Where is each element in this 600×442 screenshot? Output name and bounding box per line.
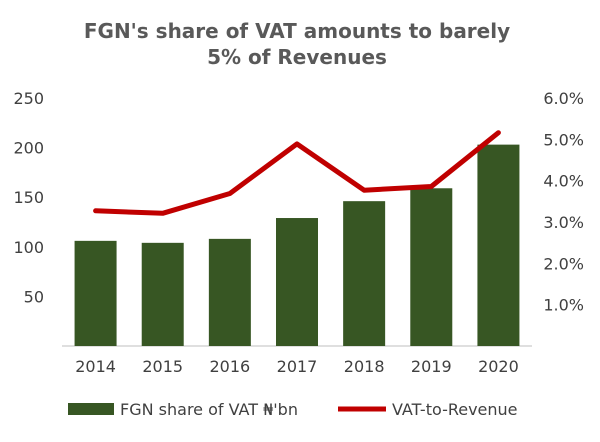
x-tick-label: 2015: [142, 357, 183, 376]
bar-2017: [276, 218, 318, 346]
bar-2018: [343, 201, 386, 346]
y-right-tick-label: 1.0%: [543, 296, 584, 315]
y-left-tick-label: 100: [13, 238, 44, 257]
bar-2015: [141, 242, 184, 346]
x-tick-label: 2014: [75, 357, 116, 376]
chart-title-line-2: 5% of Revenues: [207, 45, 387, 69]
x-tick-label: 2019: [411, 357, 452, 376]
y-left-tick-label: 50: [24, 287, 44, 306]
y-right-tick-label: 5.0%: [543, 130, 584, 149]
bar-2016: [208, 238, 251, 346]
y-left-tick-label: 200: [13, 139, 44, 158]
y-right-tick-label: 6.0%: [543, 89, 584, 108]
x-tick-label: 2020: [478, 357, 519, 376]
bar-2020: [477, 144, 520, 346]
y-right-tick-label: 4.0%: [543, 172, 584, 191]
chart-title-line-1: FGN's share of VAT amounts to barely: [84, 19, 510, 43]
bar-2014: [74, 240, 117, 346]
y-left-tick-label: 250: [13, 89, 44, 108]
x-tick-label: 2016: [209, 357, 250, 376]
x-tick-label: 2017: [277, 357, 318, 376]
legend-label-line: VAT-to-Revenue: [392, 400, 518, 419]
legend-label-bar: FGN share of VAT ₦'bn: [120, 400, 298, 419]
legend: FGN share of VAT ₦'bn VAT-to-Revenue: [68, 400, 518, 419]
plot-area: 250 200 150 100 50 6.0% 5.0% 4.0% 3.0% 2.0% 1.0% 20…: [13, 89, 584, 376]
bar-2019: [410, 188, 453, 346]
y-right-tick-label: 3.0%: [543, 213, 584, 232]
x-tick-label: 2018: [344, 357, 385, 376]
legend-swatch-bar: [68, 403, 114, 415]
y-right-tick-label: 2.0%: [543, 254, 584, 273]
y-left-tick-label: 150: [13, 188, 44, 207]
